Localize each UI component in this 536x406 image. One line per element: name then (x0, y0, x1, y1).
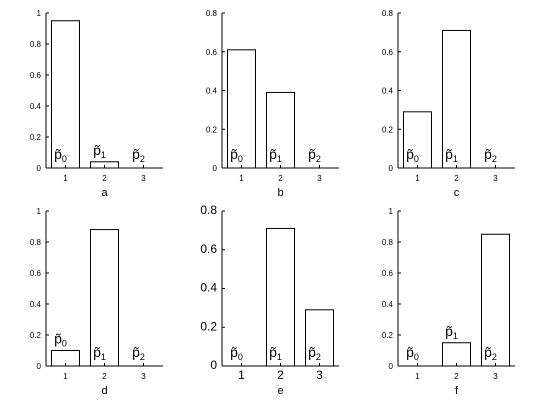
y-tick-label: 0.4 (382, 300, 394, 309)
probability-label: p̃0 (230, 344, 243, 362)
probability-label: p̃1 (445, 146, 458, 164)
probability-label: p̃2 (484, 344, 497, 362)
panel-b: 0 0.2 0.4 0.6 0.8 1 2 3 b p̃0 p̃1 p̃2 (206, 9, 339, 199)
probability-label: p̃0 (54, 331, 67, 349)
y-tick-label: 0.8 (200, 203, 217, 217)
y-tick-label: 0.2 (200, 319, 217, 333)
y-tick-label: 0.6 (382, 48, 394, 57)
y-tick-label: 0.4 (206, 87, 218, 96)
y-tick-label: 0.4 (200, 281, 217, 295)
y-tick-label: 0.2 (382, 125, 394, 134)
y-tick-label: 0.6 (30, 71, 42, 80)
probability-label: p̃0 (230, 146, 243, 164)
bar-2 (442, 342, 471, 367)
y-tick-label: 0.6 (200, 242, 217, 256)
bar-1 (51, 20, 80, 169)
x-tick-label: 1 (63, 372, 68, 381)
x-axis-label: c (454, 187, 460, 199)
y-tick-label: 0.6 (30, 269, 42, 278)
probability-label: p̃0 (54, 146, 67, 164)
x-tick-label: 2 (454, 372, 459, 381)
probability-label: p̃0 (406, 146, 419, 164)
y-tick-label: 0.2 (30, 133, 42, 142)
y-tick-label: 0.2 (382, 331, 394, 340)
y-tick-label: 0.8 (382, 238, 394, 247)
probability-label: p̃1 (269, 344, 282, 362)
x-tick-label: 3 (493, 372, 498, 381)
x-axis-label: d (101, 385, 107, 397)
x-tick-label: 3 (316, 368, 323, 382)
probability-label: p̃2 (308, 146, 321, 164)
y-tick-label: 0.8 (30, 40, 42, 49)
x-tick-label: 2 (278, 174, 283, 183)
y-tick-label: 0.4 (30, 300, 42, 309)
y-tick-label: 0 (37, 164, 42, 173)
panel-f: 0 0.2 0.4 0.6 0.8 1 1 2 3 f p̃0 p̃1 p̃2 (382, 207, 515, 397)
probability-label: p̃2 (308, 344, 321, 362)
probability-label: p̃1 (445, 323, 458, 341)
x-tick-label: 2 (102, 174, 107, 183)
x-tick-label: 1 (415, 174, 420, 183)
bar-2 (442, 29, 471, 169)
probability-label: p̃2 (484, 146, 497, 164)
panel-a: 0 0.2 0.4 0.6 0.8 1 1 2 3 a p̃0 p̃1 p̃2 (30, 9, 163, 199)
y-tick-label: 0 (213, 164, 218, 173)
x-tick-label: 1 (238, 368, 245, 382)
probability-label: p̃1 (93, 344, 106, 362)
x-tick-label: 2 (454, 174, 459, 183)
x-tick-label: 2 (102, 372, 107, 381)
bar-2 (266, 227, 295, 367)
y-tick-label: 1 (37, 207, 42, 216)
y-tick-label: 0 (210, 358, 217, 372)
x-tick-label: 3 (317, 174, 322, 183)
x-axis-label: f (455, 385, 459, 397)
y-tick-label: 0.2 (30, 331, 42, 340)
y-tick-label: 1 (389, 207, 394, 216)
bar-1 (403, 111, 432, 169)
x-axis-label: a (101, 187, 108, 199)
x-tick-label: 2 (277, 368, 284, 382)
y-tick-label: 0.4 (30, 102, 42, 111)
panel-e: 0 0.2 0.4 0.6 0.8 1 2 3 e p̃0 p̃1 p̃2 (200, 203, 339, 397)
probability-label: p̃1 (93, 142, 106, 160)
x-axis-label: b (277, 187, 283, 199)
x-tick-label: 3 (141, 174, 146, 183)
y-tick-label: 0.4 (382, 87, 394, 96)
y-tick-label: 0 (389, 164, 394, 173)
y-tick-label: 0.6 (206, 48, 218, 57)
probability-label: p̃1 (269, 146, 282, 164)
x-tick-label: 3 (141, 372, 146, 381)
y-tick-label: 0.2 (206, 125, 218, 134)
y-tick-label: 1 (37, 9, 42, 18)
y-tick-label: 0.8 (30, 238, 42, 247)
y-tick-label: 0 (389, 362, 394, 371)
x-axis-label: e (277, 385, 283, 397)
bar-2 (266, 91, 295, 169)
panel-c: 0 0.2 0.4 0.6 0.8 1 2 3 c p̃0 p̃1 p̃2 (382, 9, 515, 199)
panel-d: 0 0.2 0.4 0.6 0.8 1 1 2 3 d p̃0 p̃1 p̃2 (30, 207, 163, 397)
x-tick-label: 3 (493, 174, 498, 183)
y-tick-label: 0 (37, 362, 42, 371)
x-tick-label: 1 (415, 372, 420, 381)
x-tick-label: 1 (239, 174, 244, 183)
y-tick-label: 0.8 (206, 9, 218, 18)
probability-label: p̃0 (406, 344, 419, 362)
probability-label: p̃2 (132, 344, 145, 362)
x-tick-label: 1 (63, 174, 68, 183)
bar-2 (90, 229, 119, 367)
y-tick-label: 0.8 (382, 9, 394, 18)
probability-label: p̃2 (132, 146, 145, 164)
y-tick-label: 0.6 (382, 269, 394, 278)
